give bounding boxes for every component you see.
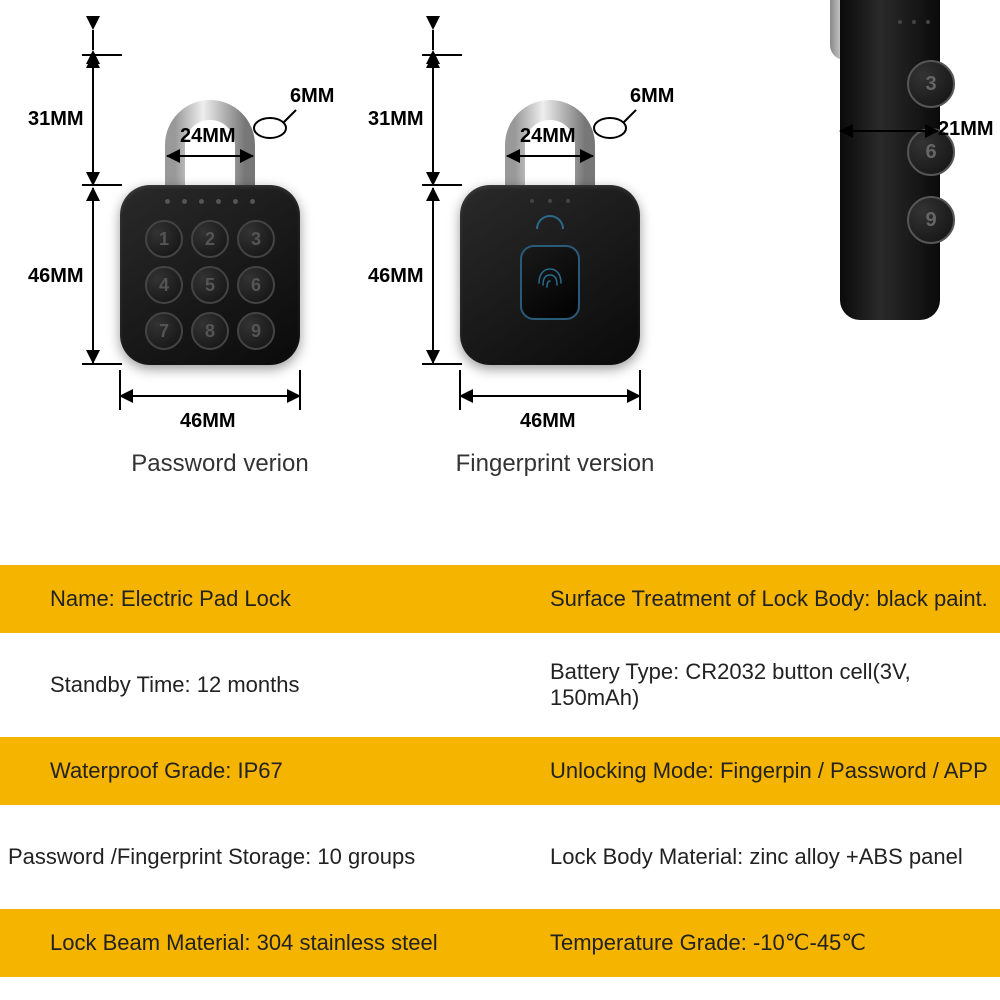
spec-cell: Name: Electric Pad Lock bbox=[0, 586, 500, 612]
dim-body-w-2: 46MM bbox=[520, 410, 576, 433]
dim-shackle-inner-1: 24MM bbox=[180, 125, 236, 148]
keypad: 1 2 3 4 5 6 7 8 9 bbox=[145, 220, 275, 350]
dim-body-h-2: 46MM bbox=[368, 265, 424, 288]
lock-password: 1 2 3 4 5 6 7 8 9 bbox=[120, 185, 300, 365]
dim-shackle-height-2: 31MM bbox=[368, 108, 424, 131]
dim-arrow bbox=[432, 30, 434, 50]
dim-shackle-height-1: 31MM bbox=[28, 108, 84, 131]
key-4: 4 bbox=[145, 266, 183, 304]
dim-arrow bbox=[432, 188, 434, 363]
key-3: 3 bbox=[237, 220, 275, 258]
dim-arrow bbox=[120, 395, 300, 397]
spec-cell: Unlocking Mode: Fingerpin / Password / A… bbox=[500, 758, 1000, 784]
dim-arrow bbox=[92, 188, 94, 363]
spec-row: Lock Beam Material: 304 stainless steel … bbox=[0, 909, 1000, 977]
dim-thickness: 21MM bbox=[938, 118, 994, 141]
side-key-9: 9 bbox=[907, 196, 955, 244]
spec-row: Waterproof Grade: IP67 Unlocking Mode: F… bbox=[0, 737, 1000, 805]
dim-arrow bbox=[167, 155, 253, 157]
dim-body-w-1: 46MM bbox=[180, 410, 236, 433]
caption-password: Password verion bbox=[120, 450, 320, 478]
lock-body bbox=[460, 185, 640, 365]
spec-cell: Battery Type: CR2032 button cell(3V, 150… bbox=[500, 659, 1000, 711]
spec-cell: Lock Body Material: zinc alloy +ABS pane… bbox=[500, 844, 1000, 870]
key-6: 6 bbox=[237, 266, 275, 304]
dim-shackle-inner-2: 24MM bbox=[520, 125, 576, 148]
dim-circle-icon bbox=[252, 100, 302, 150]
spec-cell: Password /Fingerprint Storage: 10 groups bbox=[0, 844, 500, 870]
dim-circle-icon bbox=[592, 100, 642, 150]
side-key-3: 3 bbox=[907, 60, 955, 108]
key-1: 1 bbox=[145, 220, 183, 258]
spec-cell: Lock Beam Material: 304 stainless steel bbox=[0, 930, 500, 956]
fp-led-dots bbox=[530, 199, 570, 203]
caption-fingerprint: Fingerprint version bbox=[445, 450, 665, 478]
spec-row: Name: Electric Pad Lock Surface Treatmen… bbox=[0, 565, 1000, 633]
spec-cell: Surface Treatment of Lock Body: black pa… bbox=[500, 586, 1000, 612]
spec-row: Password /Fingerprint Storage: 10 groups… bbox=[0, 823, 1000, 891]
key-5: 5 bbox=[191, 266, 229, 304]
dim-arrow bbox=[92, 30, 94, 50]
lock-body: 1 2 3 4 5 6 7 8 9 bbox=[120, 185, 300, 365]
key-7: 7 bbox=[145, 312, 183, 350]
spec-table: Name: Electric Pad Lock Surface Treatmen… bbox=[0, 565, 1000, 977]
spec-cell: Waterproof Grade: IP67 bbox=[0, 758, 500, 784]
dim-arrow bbox=[460, 395, 640, 397]
side-keys: 3 6 9 bbox=[907, 60, 955, 244]
key-9: 9 bbox=[237, 312, 275, 350]
dim-body-h-1: 46MM bbox=[28, 265, 84, 288]
dim-arrow bbox=[840, 130, 938, 132]
key-2: 2 bbox=[191, 220, 229, 258]
dim-arrow bbox=[92, 55, 94, 185]
fingerprint-sensor-icon bbox=[520, 245, 580, 320]
fp-arc-icon bbox=[536, 215, 564, 229]
led-row bbox=[165, 199, 255, 204]
lock-side-view: 3 6 9 bbox=[800, 0, 1000, 320]
dim-arrow bbox=[432, 55, 434, 185]
key-8: 8 bbox=[191, 312, 229, 350]
lock-fingerprint bbox=[460, 185, 640, 365]
spec-cell: Temperature Grade: -10℃-45℃ bbox=[500, 930, 1000, 956]
diagram-area: 1 2 3 4 5 6 7 8 9 bbox=[0, 0, 1000, 530]
spec-cell: Standby Time: 12 months bbox=[0, 672, 500, 698]
dim-arrow bbox=[507, 155, 593, 157]
side-leds bbox=[898, 20, 930, 24]
spec-row: Standby Time: 12 months Battery Type: CR… bbox=[0, 651, 1000, 719]
